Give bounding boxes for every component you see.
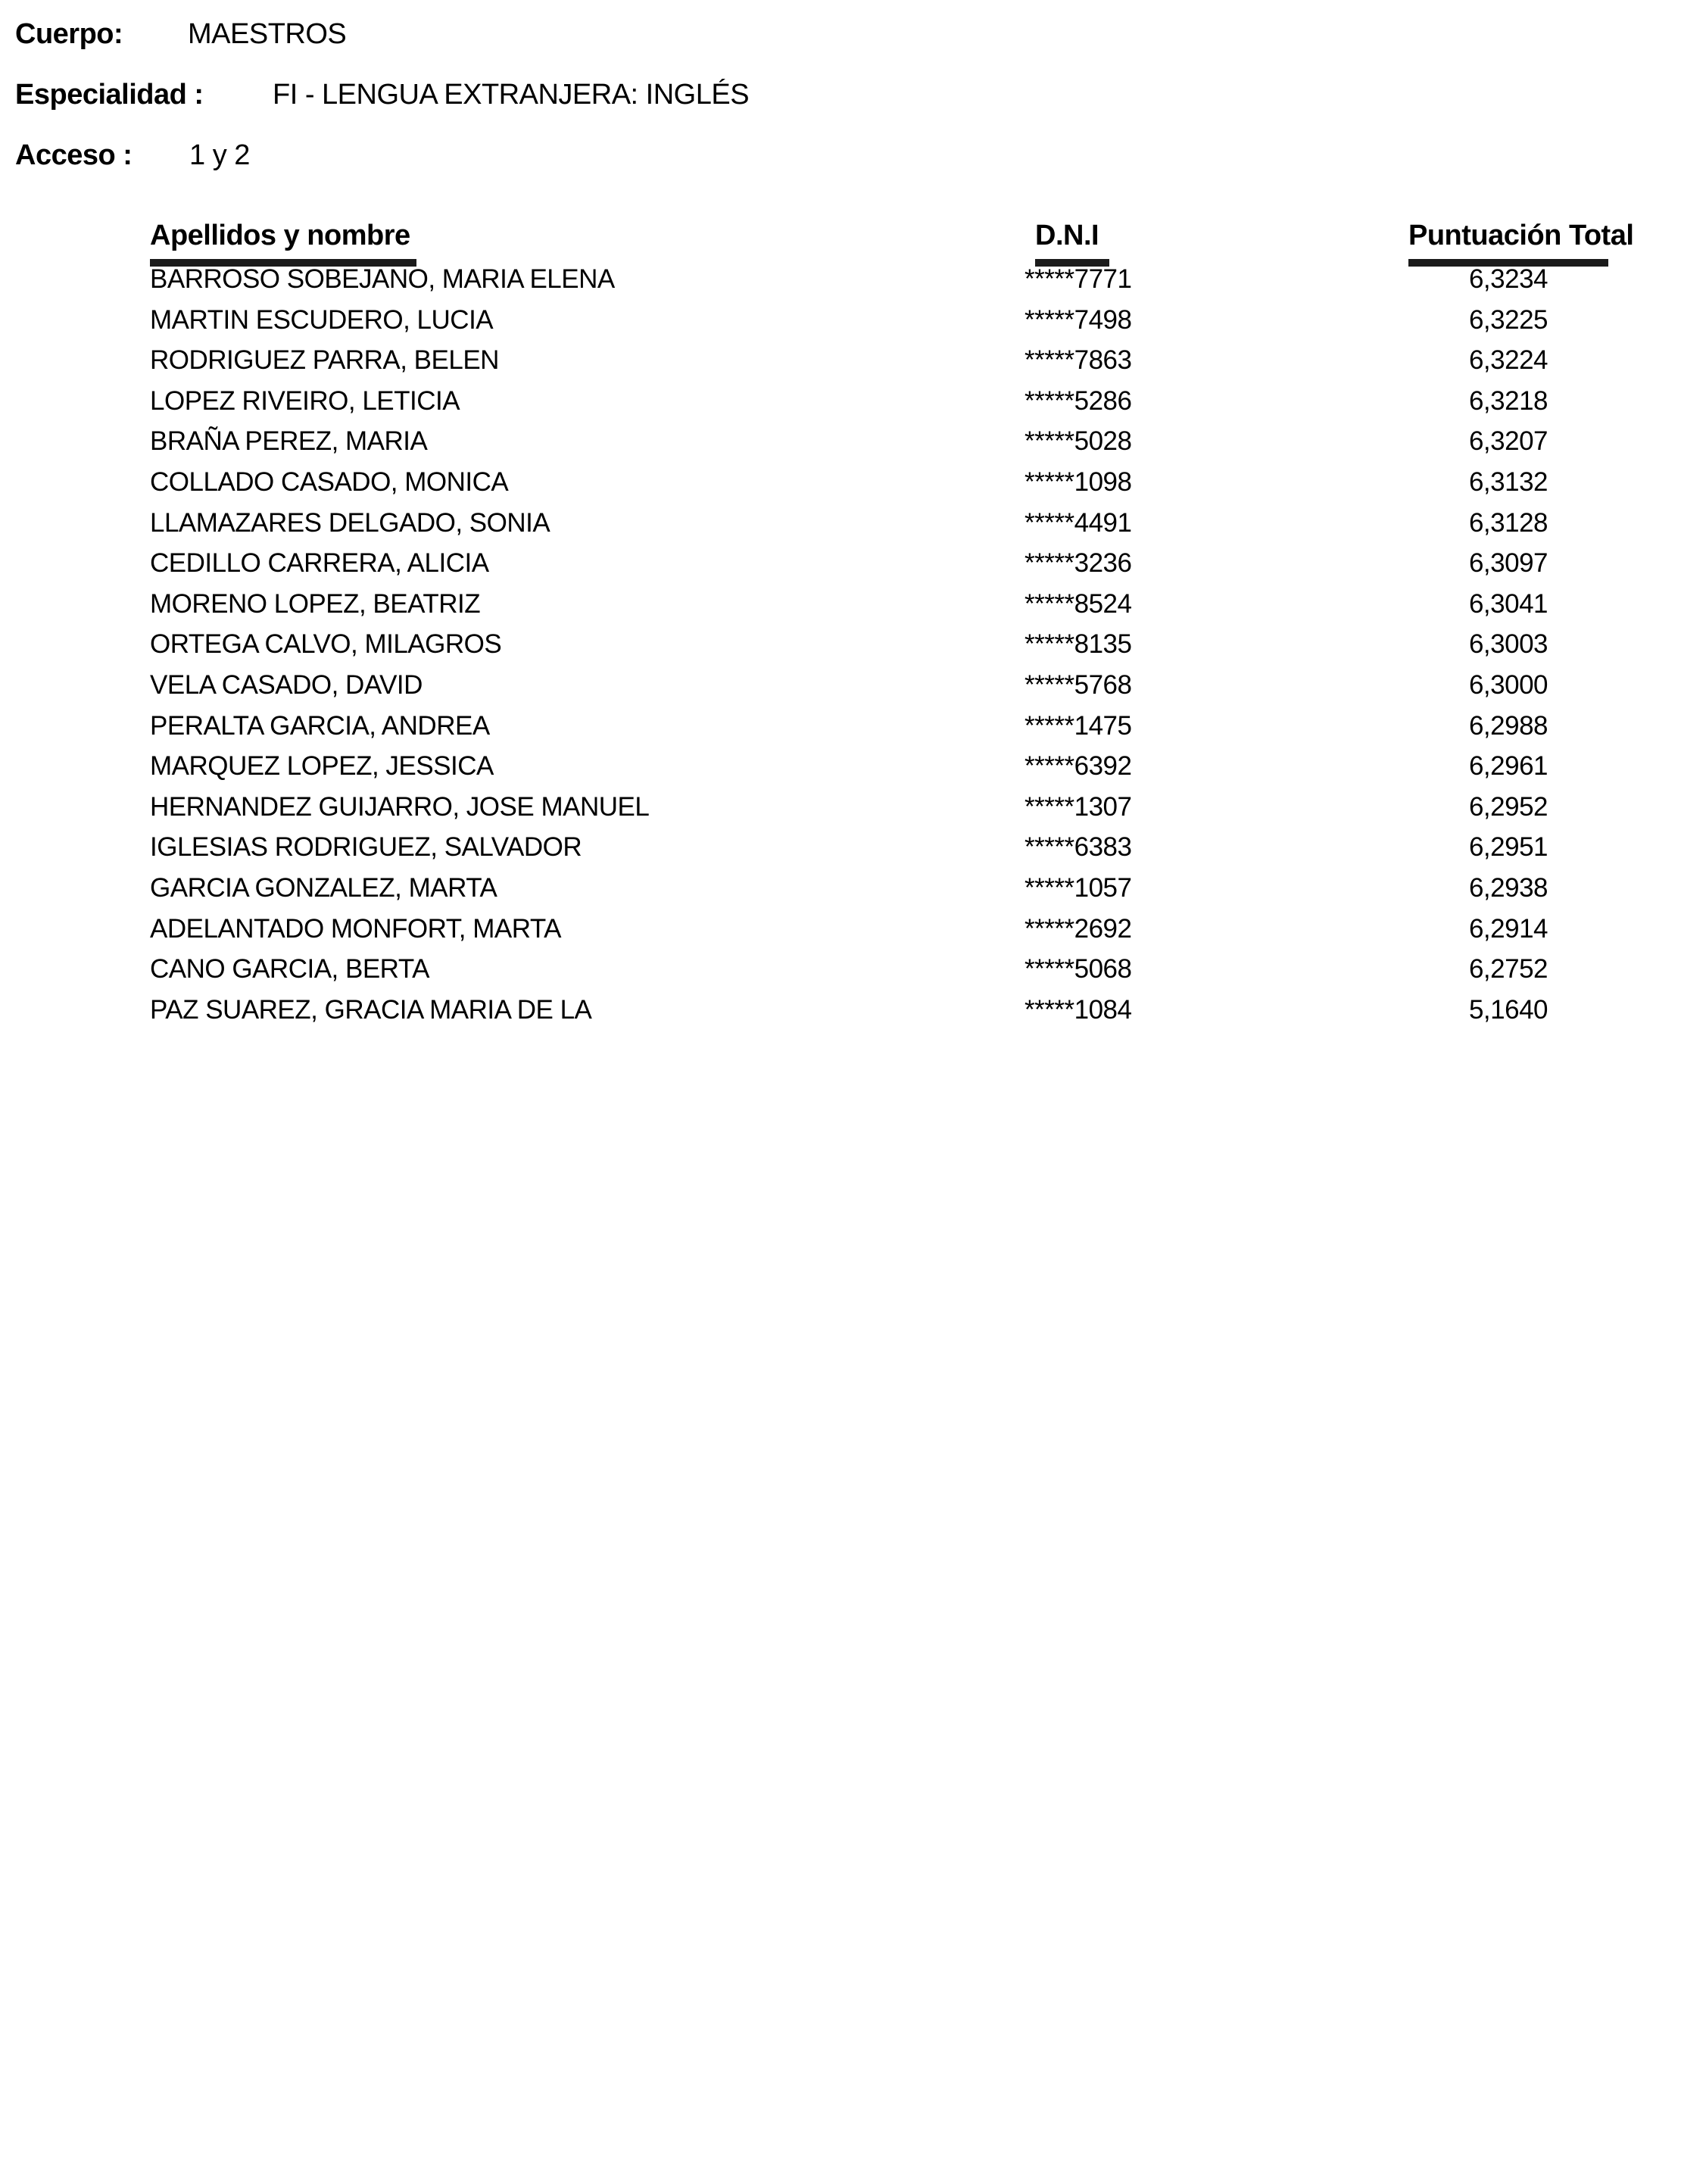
row-score: 6,3097 [1468, 548, 1548, 579]
table-row: MARTIN ESCUDERO, LUCIA *****7498 6,3225 [0, 305, 1681, 346]
cuerpo-label: Cuerpo: [15, 18, 123, 50]
row-dni: *****6392 [1025, 751, 1132, 782]
table-row: BARROSO SOBEJANO, MARIA ELENA *****7771 … [0, 264, 1681, 305]
especialidad-value: FI - LENGUA EXTRANJERA: INGLÉS [273, 79, 750, 111]
row-score: 6,2951 [1468, 832, 1548, 863]
row-score: 6,3225 [1468, 304, 1548, 335]
row-score: 5,1640 [1468, 994, 1548, 1025]
table-row: CANO GARCIA, BERTA *****5068 6,2752 [0, 954, 1681, 995]
row-score: 6,2952 [1468, 791, 1548, 822]
row-name: MORENO LOPEZ, BEATRIZ [150, 588, 481, 619]
row-score: 6,2752 [1468, 954, 1548, 984]
row-name: ORTEGA CALVO, MILAGROS [150, 629, 502, 660]
row-dni: *****8135 [1025, 629, 1132, 660]
table-row: MARQUEZ LOPEZ, JESSICA *****6392 6,2961 [0, 751, 1681, 792]
row-score: 6,3224 [1468, 345, 1548, 376]
table-row: PERALTA GARCIA, ANDREA *****1475 6,2988 [0, 711, 1681, 752]
row-score: 6,3128 [1468, 507, 1548, 538]
row-score: 6,3003 [1468, 629, 1548, 660]
row-dni: *****5028 [1025, 426, 1132, 457]
row-dni: *****1084 [1025, 994, 1132, 1025]
row-name: BRAÑA PEREZ, MARIA [150, 426, 428, 457]
row-dni: *****1098 [1025, 466, 1132, 497]
row-name: PERALTA GARCIA, ANDREA [150, 710, 490, 741]
row-name: PAZ SUAREZ, GRACIA MARIA DE LA [150, 994, 592, 1025]
row-name: BARROSO SOBEJANO, MARIA ELENA [150, 264, 615, 294]
row-name: LLAMAZARES DELGADO, SONIA [150, 507, 550, 538]
row-name: VELA CASADO, DAVID [150, 669, 423, 700]
table-row: CEDILLO CARRERA, ALICIA *****3236 6,3097 [0, 548, 1681, 589]
row-dni: *****5068 [1025, 954, 1132, 984]
table-row: PAZ SUAREZ, GRACIA MARIA DE LA *****1084… [0, 995, 1681, 1036]
row-score: 6,2988 [1468, 710, 1548, 741]
row-score: 6,3041 [1468, 588, 1548, 619]
table-row: COLLADO CASADO, MONICA *****1098 6,3132 [0, 467, 1681, 508]
row-dni: *****4491 [1025, 507, 1132, 538]
row-score: 6,2961 [1468, 751, 1548, 782]
row-dni: *****1475 [1025, 710, 1132, 741]
row-dni: *****2692 [1025, 913, 1132, 944]
row-name: MARTIN ESCUDERO, LUCIA [150, 304, 494, 335]
row-score: 6,2938 [1468, 872, 1548, 903]
table-row: MORENO LOPEZ, BEATRIZ *****8524 6,3041 [0, 589, 1681, 630]
row-dni: *****8524 [1025, 588, 1132, 619]
cuerpo-value: MAESTROS [188, 18, 347, 50]
row-name: GARCIA GONZALEZ, MARTA [150, 872, 497, 903]
row-dni: *****5768 [1025, 669, 1132, 700]
row-dni: *****1307 [1025, 791, 1132, 822]
row-name: HERNANDEZ GUIJARRO, JOSE MANUEL [150, 791, 650, 822]
table-row: RODRIGUEZ PARRA, BELEN *****7863 6,3224 [0, 345, 1681, 386]
row-name: LOPEZ RIVEIRO, LETICIA [150, 385, 460, 416]
row-dni: *****5286 [1025, 385, 1132, 416]
table-row: ADELANTADO MONFORT, MARTA *****2692 6,29… [0, 914, 1681, 955]
table-row: IGLESIAS RODRIGUEZ, SALVADOR *****6383 6… [0, 832, 1681, 873]
table-row: VELA CASADO, DAVID *****5768 6,3000 [0, 670, 1681, 711]
row-dni: *****7863 [1025, 345, 1132, 376]
table-body: BARROSO SOBEJANO, MARIA ELENA *****7771 … [0, 264, 1681, 1035]
row-dni: *****1057 [1025, 872, 1132, 903]
row-score: 6,3207 [1468, 426, 1548, 457]
row-name: RODRIGUEZ PARRA, BELEN [150, 345, 499, 376]
row-name: CANO GARCIA, BERTA [150, 954, 429, 984]
row-name: IGLESIAS RODRIGUEZ, SALVADOR [150, 832, 582, 863]
acceso-value: 1 y 2 [189, 139, 250, 171]
table-row: GARCIA GONZALEZ, MARTA *****1057 6,2938 [0, 873, 1681, 914]
row-dni: *****3236 [1025, 548, 1132, 579]
acceso-label: Acceso : [15, 139, 133, 171]
row-dni: *****7498 [1025, 304, 1132, 335]
row-score: 6,3132 [1468, 466, 1548, 497]
table-row: LOPEZ RIVEIRO, LETICIA *****5286 6,3218 [0, 386, 1681, 427]
column-header-puntuacion: Puntuación Total [1408, 220, 1634, 267]
row-score: 6,2914 [1468, 913, 1548, 944]
row-score: 6,3234 [1468, 264, 1548, 294]
row-name: MARQUEZ LOPEZ, JESSICA [150, 751, 494, 782]
row-dni: *****7771 [1025, 264, 1132, 294]
meta-line-acceso: Acceso : 1 y 2 [0, 139, 1681, 177]
column-header-dni: D.N.I [1035, 220, 1110, 267]
column-header-apellidos: Apellidos y nombre [150, 220, 416, 267]
row-name: CEDILLO CARRERA, ALICIA [150, 548, 489, 579]
meta-line-especialidad: Especialidad : FI - LENGUA EXTRANJERA: I… [0, 79, 1681, 117]
table-row: BRAÑA PEREZ, MARIA *****5028 6,3207 [0, 426, 1681, 467]
row-name: ADELANTADO MONFORT, MARTA [150, 913, 562, 944]
table-row: ORTEGA CALVO, MILAGROS *****8135 6,3003 [0, 629, 1681, 670]
table-row: LLAMAZARES DELGADO, SONIA *****4491 6,31… [0, 508, 1681, 549]
row-score: 6,3000 [1468, 669, 1548, 700]
row-score: 6,3218 [1468, 385, 1548, 416]
especialidad-label: Especialidad : [15, 79, 204, 111]
row-dni: *****6383 [1025, 832, 1132, 863]
table-row: HERNANDEZ GUIJARRO, JOSE MANUEL *****130… [0, 792, 1681, 833]
row-name: COLLADO CASADO, MONICA [150, 466, 509, 497]
meta-line-cuerpo: Cuerpo: MAESTROS [0, 18, 1681, 56]
